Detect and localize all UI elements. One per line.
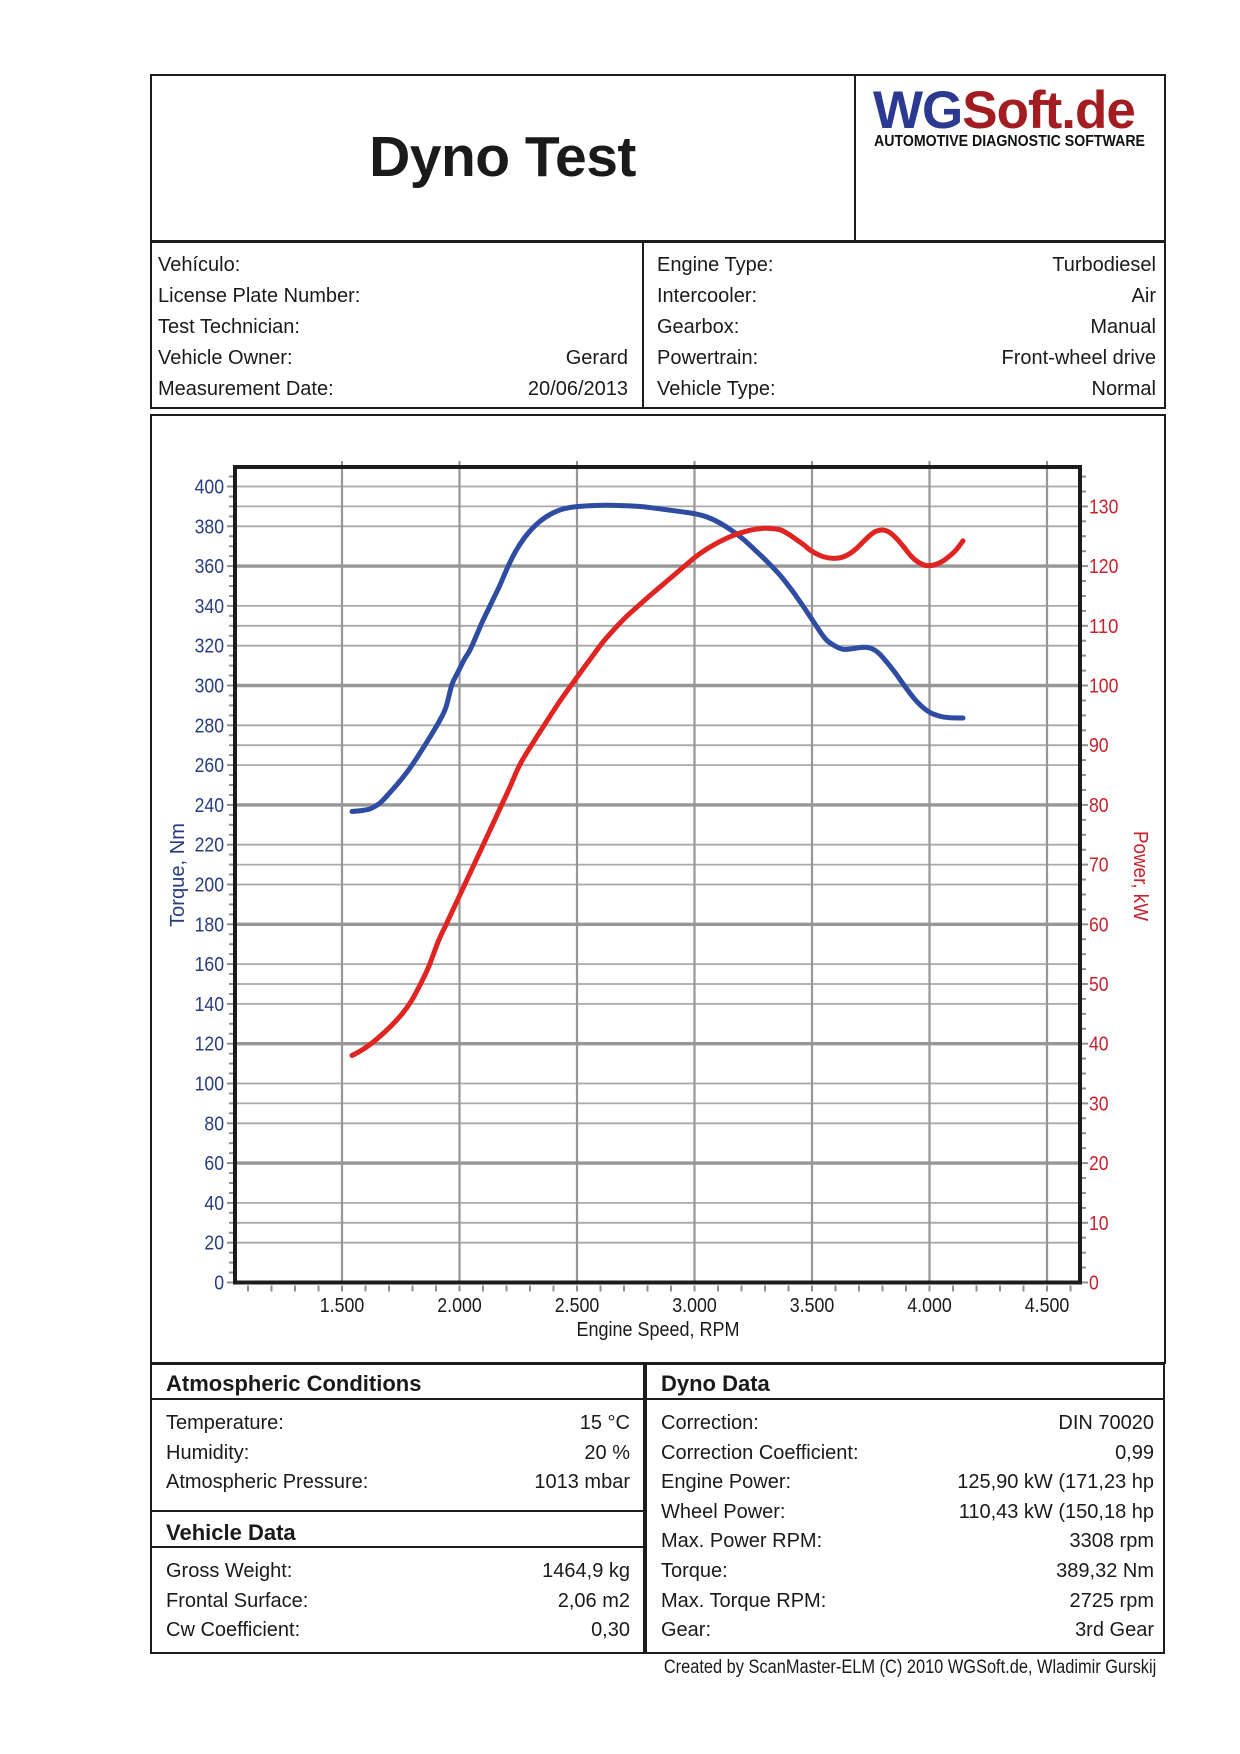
svg-text:2.000: 2.000 [437, 1295, 482, 1317]
svg-text:180: 180 [195, 914, 224, 936]
svg-text:140: 140 [195, 994, 224, 1016]
svg-text:20: 20 [1089, 1153, 1109, 1175]
svg-text:60: 60 [204, 1153, 224, 1175]
svg-text:40: 40 [204, 1193, 224, 1215]
svg-text:4.500: 4.500 [1025, 1295, 1070, 1317]
svg-text:2.500: 2.500 [555, 1295, 600, 1317]
svg-text:3.500: 3.500 [790, 1295, 835, 1317]
svg-text:40: 40 [1089, 1034, 1109, 1056]
svg-text:90: 90 [1089, 735, 1109, 757]
svg-text:380: 380 [195, 516, 224, 538]
svg-text:400: 400 [195, 477, 224, 499]
svg-text:120: 120 [195, 1034, 224, 1056]
svg-text:240: 240 [195, 795, 224, 817]
svg-text:3.000: 3.000 [672, 1295, 717, 1317]
svg-text:160: 160 [195, 954, 224, 976]
svg-text:260: 260 [195, 755, 224, 777]
svg-text:4.000: 4.000 [907, 1295, 952, 1317]
svg-text:0: 0 [214, 1273, 224, 1295]
svg-text:10: 10 [1089, 1213, 1109, 1235]
svg-text:80: 80 [1089, 795, 1109, 817]
svg-text:100: 100 [195, 1074, 224, 1096]
svg-text:280: 280 [195, 715, 224, 737]
svg-text:Torque, Nm: Torque, Nm [167, 823, 189, 927]
svg-text:360: 360 [195, 556, 224, 578]
svg-text:70: 70 [1089, 855, 1109, 877]
svg-text:80: 80 [204, 1113, 224, 1135]
svg-text:60: 60 [1089, 914, 1109, 936]
svg-text:50: 50 [1089, 974, 1109, 996]
svg-text:340: 340 [195, 596, 224, 618]
svg-text:130: 130 [1089, 496, 1118, 518]
svg-text:200: 200 [195, 875, 224, 897]
svg-text:220: 220 [195, 835, 224, 857]
svg-text:1.500: 1.500 [320, 1295, 365, 1317]
svg-text:Engine Speed, RPM: Engine Speed, RPM [577, 1319, 740, 1341]
svg-text:0: 0 [1089, 1273, 1099, 1295]
svg-text:320: 320 [195, 636, 224, 658]
svg-text:Power, kW: Power, kW [1129, 831, 1151, 921]
svg-text:30: 30 [1089, 1093, 1109, 1115]
svg-text:110: 110 [1089, 616, 1118, 638]
svg-text:120: 120 [1089, 556, 1118, 578]
svg-text:20: 20 [204, 1233, 224, 1255]
svg-text:100: 100 [1089, 676, 1118, 698]
svg-text:300: 300 [195, 676, 224, 698]
